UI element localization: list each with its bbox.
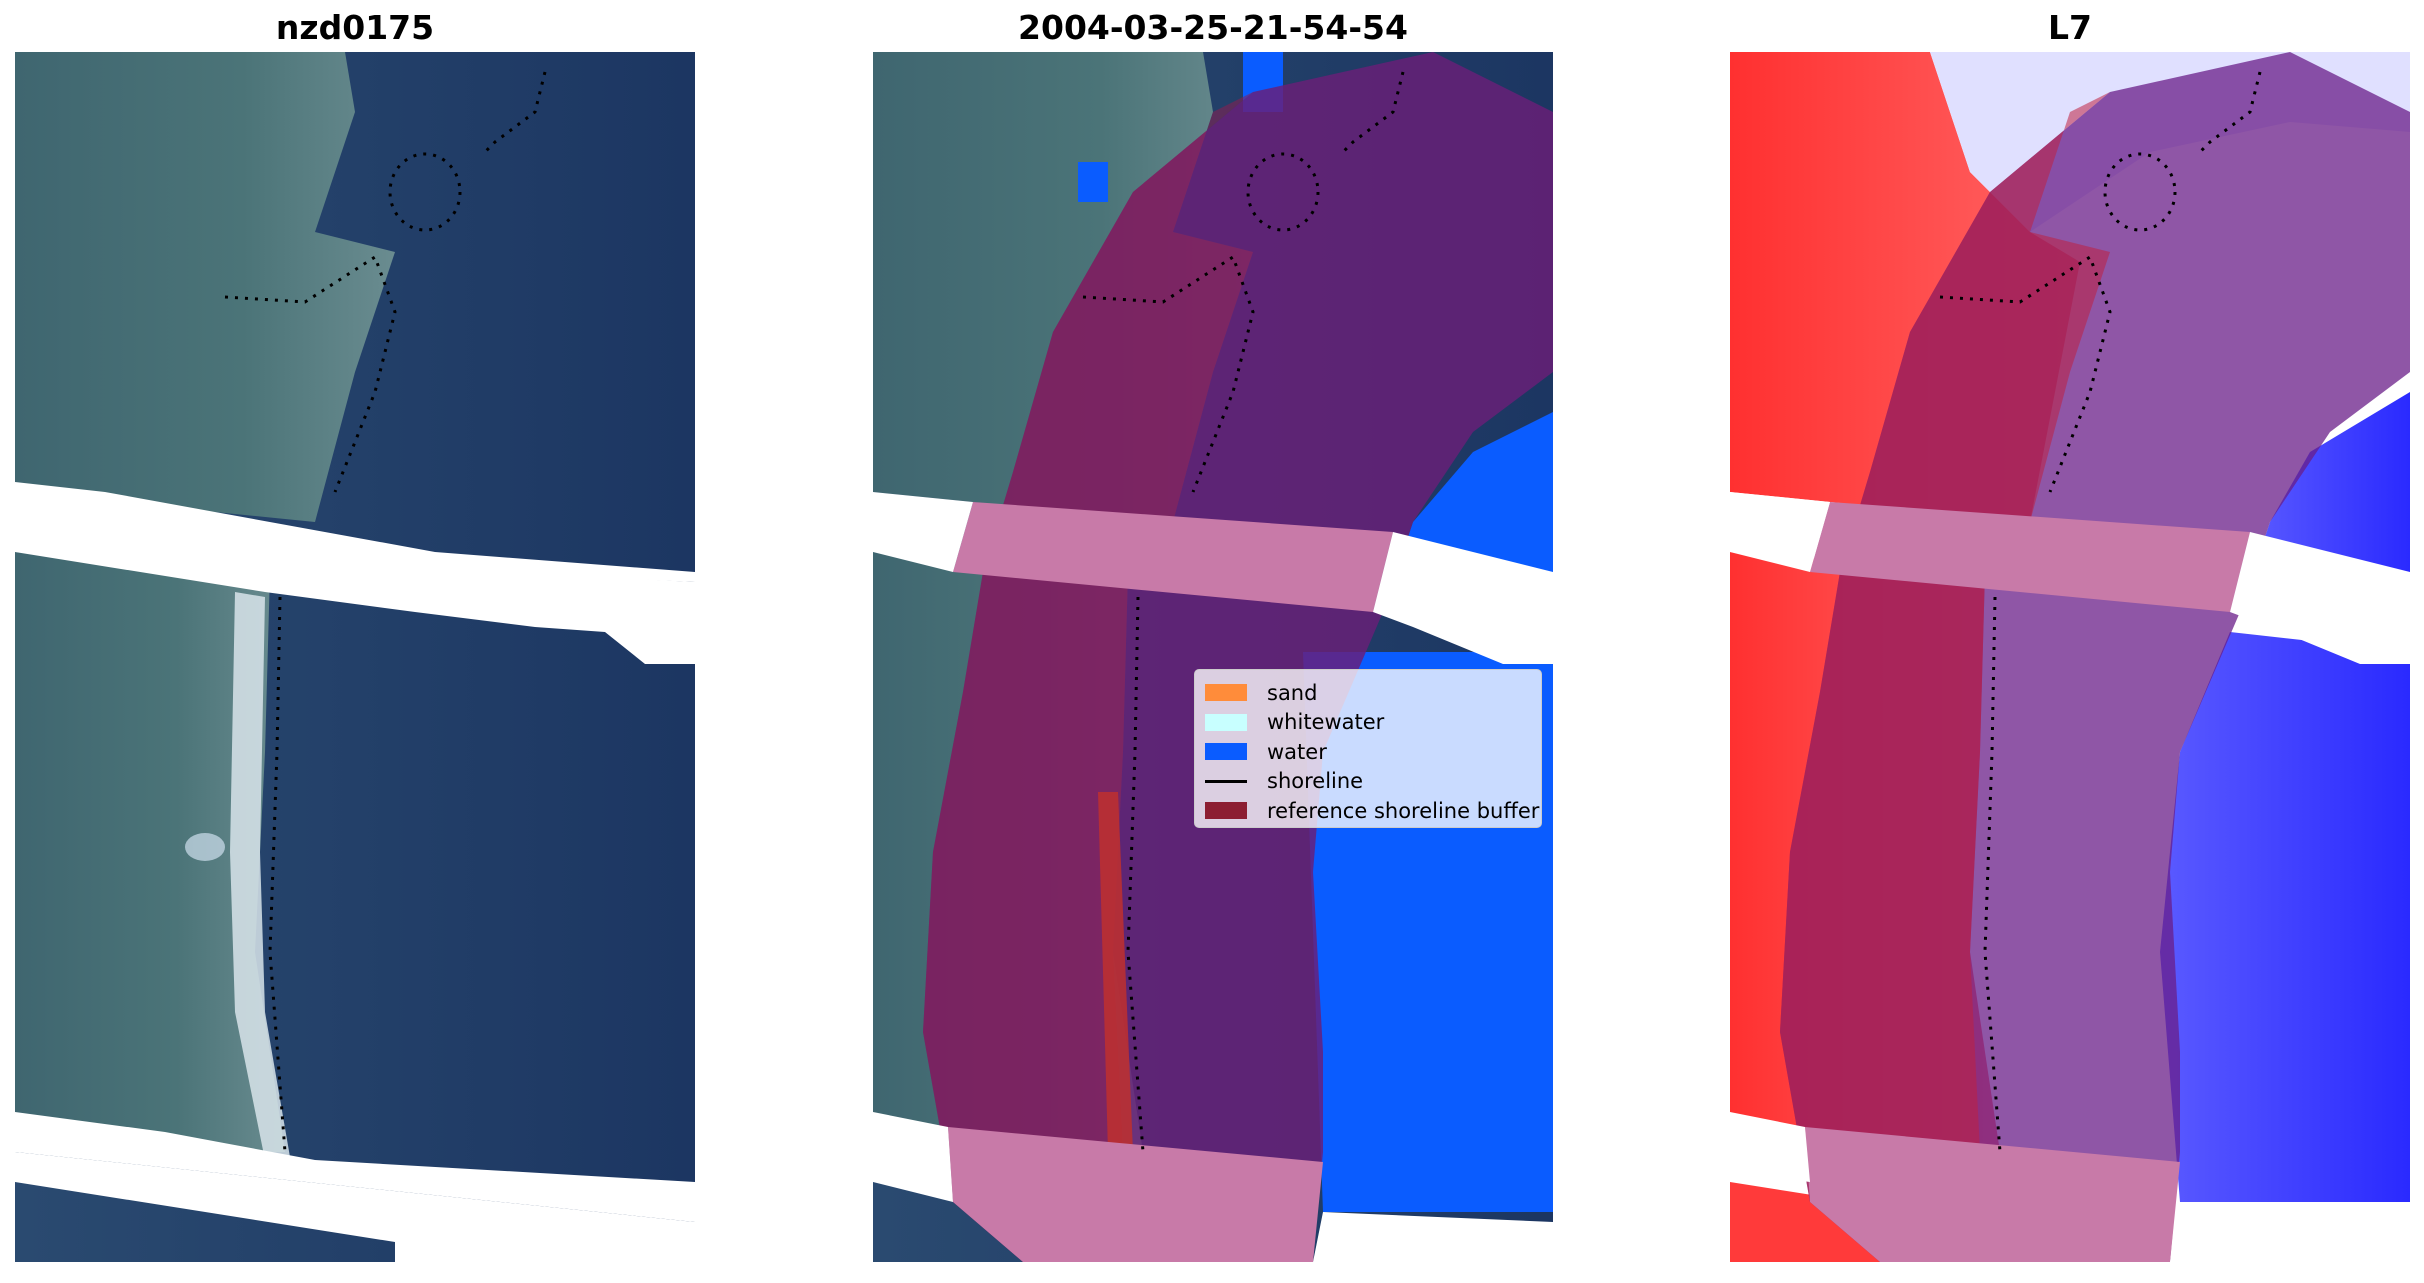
legend-swatch-water: [1205, 743, 1247, 761]
panel-title-classification: 2004-03-25-21-54-54: [1018, 8, 1408, 47]
shoreline-3: [1939, 254, 2112, 493]
shoreline-1: [483, 71, 547, 154]
index-panel: [1730, 52, 2410, 1262]
legend-line-shoreline: [1205, 779, 1247, 783]
shoreline-3: [1082, 254, 1255, 493]
nodata-left-1: [873, 492, 973, 572]
land-area-upper: [15, 52, 395, 522]
nodata-band-2: [15, 547, 695, 664]
shoreline-2: [2103, 152, 2177, 232]
legend: sand whitewater water shoreline referenc…: [1194, 669, 1542, 828]
nodata-band-4: [15, 1152, 695, 1262]
legend-label-shoreline: shoreline: [1267, 769, 1364, 794]
buffer-nodata-band-2: [1805, 1127, 2180, 1262]
rgb-image-panel: [15, 52, 695, 1262]
shoreline-3: [224, 254, 397, 493]
rgb-image: [15, 52, 695, 1262]
legend-swatch-sand: [1205, 684, 1247, 702]
legend-item-water: water: [1205, 737, 1531, 767]
nodata-right-2: [1313, 1212, 1553, 1262]
legend-label-water: water: [1267, 739, 1327, 764]
nodata-left-2: [873, 1112, 953, 1202]
legend-swatch-whitewater: [1205, 713, 1247, 731]
legend-swatch-buffer: [1205, 802, 1247, 820]
buffer-nodata-band-1: [953, 502, 1393, 612]
nodata-right-1: [1373, 532, 1553, 664]
legend-item-sand: sand: [1205, 678, 1531, 708]
water-class-blob-2: [1078, 162, 1108, 202]
classification-panel: [873, 52, 1553, 1262]
legend-label-whitewater: whitewater: [1267, 710, 1385, 735]
panel-title-rgb: nzd0175: [275, 8, 435, 47]
beach-strip: [230, 592, 290, 1160]
buffer-land-overlay: [923, 92, 1253, 1262]
shoreline-1: [2198, 71, 2262, 154]
legend-label-buffer: reference shoreline buffer: [1267, 798, 1540, 823]
legend-item-shoreline: shoreline: [1205, 767, 1531, 797]
legend-item-buffer: reference shoreline buffer: [1205, 796, 1539, 826]
water-class-upper: [1393, 412, 1553, 582]
classification-image: [873, 52, 1553, 1262]
nodata-left-1: [1730, 492, 1830, 572]
nodata-right-1: [2230, 532, 2410, 664]
shoreline-2: [1246, 152, 1320, 232]
index-blue-lower: [2160, 632, 2410, 1202]
nodata-band-3: [15, 1112, 695, 1222]
index-image: [1730, 52, 2410, 1262]
shoreline-1: [1341, 71, 1405, 154]
land-area-lower: [15, 552, 285, 1152]
index-blue-upper: [2250, 392, 2410, 582]
legend-item-whitewater: whitewater: [1205, 708, 1531, 738]
shoreline-2: [388, 152, 462, 232]
buffer-nodata-band-2: [948, 1127, 1323, 1262]
buffer-land-overlay: [1780, 92, 2110, 1262]
sand-strip: [1098, 792, 1133, 1152]
panel-title-index: L7: [2048, 8, 2092, 47]
bright-patch: [185, 833, 225, 861]
legend-label-sand: sand: [1267, 680, 1318, 705]
nodata-right-2: [2170, 1202, 2410, 1262]
nodata-left-2: [1730, 1112, 1810, 1182]
buffer-nodata-band-1: [1810, 502, 2250, 612]
